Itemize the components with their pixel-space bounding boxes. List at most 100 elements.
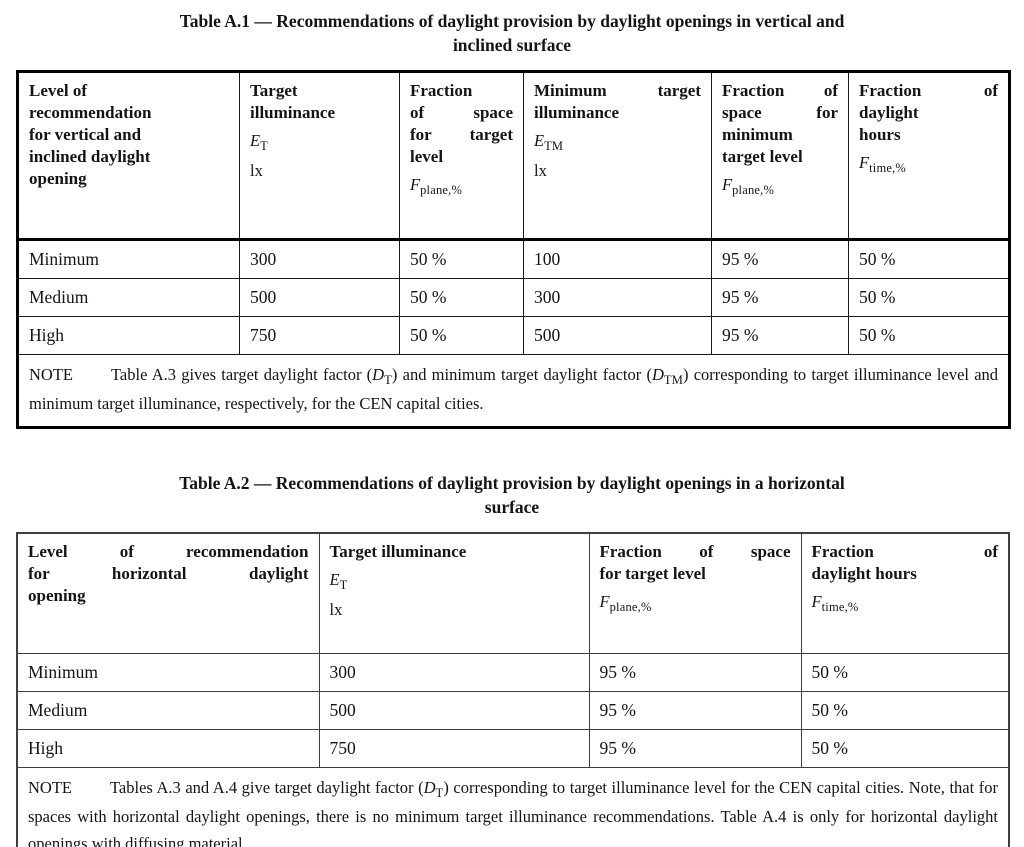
header-line: Minimum target — [534, 81, 701, 100]
symbol-fplane: Fplane,% — [410, 175, 513, 197]
symbol-base: F — [410, 175, 421, 194]
table-cell: 750 — [318, 729, 590, 768]
table-cell: 50 % — [399, 316, 524, 355]
header-line: Level of recommendation — [28, 542, 309, 561]
header-line: Target illuminance — [329, 542, 467, 561]
header-cell-fraction-space-target: Fraction of space for target level Fplan… — [588, 532, 802, 654]
symbol-base: E — [329, 570, 340, 589]
symbol-subscript: TM — [544, 139, 564, 153]
table-a2-title: Table A.2 — Recommendations of daylight … — [52, 471, 972, 519]
header-line: for horizontal daylight — [28, 564, 309, 583]
symbol-base: F — [599, 592, 610, 611]
symbol-etm: ETM — [534, 131, 701, 153]
header-line: recommendation — [29, 103, 152, 122]
note-text: Tables A.3 and A.4 give target daylight … — [110, 778, 424, 797]
symbol-dtm: D — [651, 365, 664, 384]
header-line: daylight hours — [811, 564, 917, 583]
header-cell-level: Level of recommendation for horizontal d… — [16, 532, 320, 654]
table-cell: 50 % — [399, 239, 524, 279]
unit-lx: lx — [329, 600, 343, 619]
note-text: ) corresponding to target illuminance le… — [28, 778, 999, 847]
symbol-fplane: Fplane,% — [722, 175, 838, 197]
header-line: illuminance — [250, 103, 336, 122]
table-a1-title-line: Table A.1 — Recommendations of daylight … — [179, 11, 845, 31]
header-line: target level — [722, 147, 803, 166]
symbol-base: F — [722, 175, 733, 194]
table-cell: 100 — [523, 239, 712, 279]
table-a1: Level of recommendation for vertical and… — [16, 70, 1011, 429]
table-row-high: High 750 95 % 50 % — [16, 729, 1010, 768]
symbol-base: F — [811, 592, 822, 611]
symbol-subscript: T — [435, 786, 444, 800]
symbol-base: E — [250, 131, 261, 150]
header-line: daylight — [859, 103, 919, 122]
symbol-ftime: Ftime,% — [859, 153, 998, 175]
table-a2-note: NOTE Tables A.3 and A.4 give target dayli… — [16, 767, 1010, 847]
table-row-medium: Medium 500 95 % 50 % — [16, 691, 1010, 730]
header-cell-target-illuminance: Target illuminance ET lx — [239, 71, 400, 241]
header-line: opening — [28, 586, 86, 605]
symbol-subscript: time,% — [821, 600, 859, 614]
header-line: hours — [859, 125, 901, 144]
note-label: NOTE — [28, 778, 72, 797]
header-line: minimum — [722, 125, 793, 144]
symbol-fplane: Fplane,% — [599, 592, 791, 614]
symbol-dt: D — [372, 365, 385, 384]
header-line: inclined daylight — [29, 147, 151, 166]
header-cell-level: Level of recommendation for vertical and… — [17, 71, 240, 241]
table-cell: 50 % — [399, 278, 524, 317]
symbol-ftime: Ftime,% — [811, 592, 999, 614]
symbol-subscript: plane,% — [609, 600, 652, 614]
table-a1-note-row: NOTE Table A.3 gives target daylight fact… — [17, 354, 1010, 428]
symbol-subscript: time,% — [869, 161, 907, 175]
symbol-subscript: plane,% — [420, 183, 463, 197]
note-text: ) and minimum target daylight factor ( — [391, 365, 652, 384]
symbol-et: ET — [250, 131, 389, 153]
table-cell: 50 % — [800, 691, 1010, 730]
table-a2-title-line: Table A.2 — Recommendations of daylight … — [179, 473, 845, 493]
table-cell: 300 — [318, 653, 590, 692]
table-row-minimum: Minimum 300 50 % 100 95 % 50 % — [17, 239, 1010, 279]
table-a1-title-line: inclined surface — [452, 35, 572, 55]
table-cell: Medium — [16, 691, 320, 730]
table-cell: 95 % — [711, 278, 849, 317]
table-cell: Minimum — [16, 653, 320, 692]
header-cell-fraction-space-minimum: Fraction of space for minimum target lev… — [711, 71, 849, 241]
symbol-subscript: TM — [663, 373, 684, 387]
table-cell: 95 % — [711, 239, 849, 279]
header-line: Fraction of — [859, 81, 998, 100]
symbol-subscript: T — [339, 578, 348, 592]
unit-lx: lx — [250, 161, 263, 180]
symbol-subscript: T — [384, 373, 392, 387]
header-line: of space — [410, 103, 513, 122]
header-cell-fraction-daylight-hours: Fraction of daylight hours Ftime,% — [800, 532, 1010, 654]
header-line: Fraction — [410, 81, 473, 100]
table-cell: 500 — [523, 316, 712, 355]
table-cell: High — [17, 316, 240, 355]
symbol-dt: D — [423, 778, 436, 797]
header-line: Target — [250, 81, 298, 100]
note-text: ) corresponding to target illuminance le… — [29, 365, 999, 413]
header-line: level — [410, 147, 444, 166]
header-line: opening — [29, 169, 87, 188]
table-a1-title: Table A.1 — Recommendations of daylight … — [52, 9, 972, 57]
table-cell: 50 % — [848, 278, 1010, 317]
note-label: NOTE — [29, 365, 73, 384]
header-line: Level of — [29, 81, 88, 100]
table-row-high: High 750 50 % 500 95 % 50 % — [17, 316, 1010, 355]
symbol-subscript: T — [260, 139, 268, 153]
table-row-minimum: Minimum 300 95 % 50 % — [16, 653, 1010, 692]
header-line: for target level — [599, 564, 706, 583]
note-text: Table A.3 gives target daylight factor ( — [111, 365, 373, 384]
table-a1-header-row: Level of recommendation for vertical and… — [17, 71, 1010, 241]
header-cell-minimum-target-illuminance: Minimum target illuminance ETM lx — [523, 71, 712, 241]
header-line: Fraction of — [722, 81, 838, 100]
table-a1-note: NOTE Table A.3 gives target daylight fact… — [17, 354, 1010, 428]
table-cell: 95 % — [588, 653, 802, 692]
table-cell: 300 — [523, 278, 712, 317]
table-a2: Level of recommendation for horizontal d… — [16, 532, 1010, 847]
table-cell: 750 — [239, 316, 400, 355]
table-row-medium: Medium 500 50 % 300 95 % 50 % — [17, 278, 1010, 317]
symbol-et: ET — [329, 570, 579, 592]
